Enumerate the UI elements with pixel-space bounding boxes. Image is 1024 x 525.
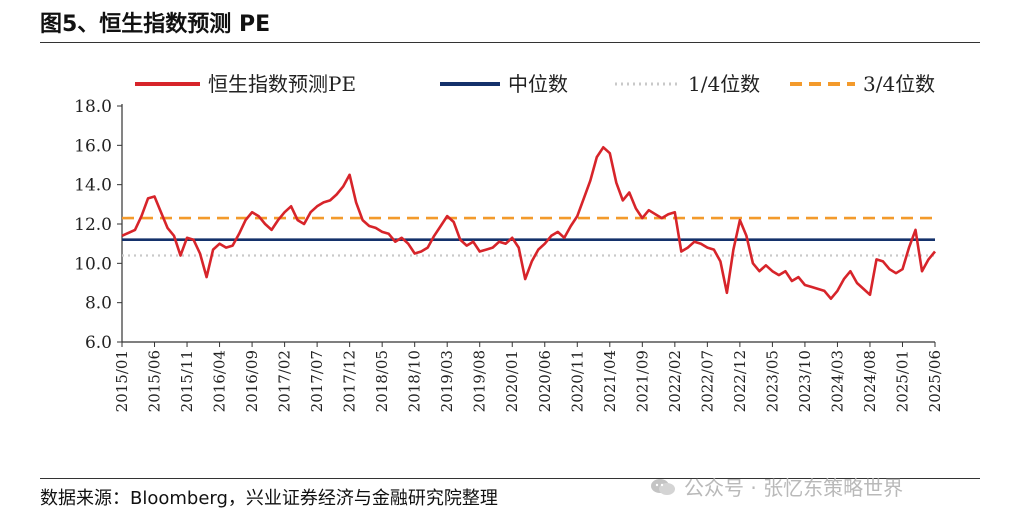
x-tick-label: 2024/03 bbox=[828, 350, 846, 412]
x-tick-label: 2019/08 bbox=[471, 350, 489, 412]
x-tick-label: 2023/10 bbox=[796, 350, 814, 412]
legend-label-q3: 3/4位数 bbox=[863, 72, 935, 96]
x-tick-label: 2021/04 bbox=[601, 350, 619, 412]
y-tick-label: 16.0 bbox=[74, 136, 112, 156]
figure-title: 图5、恒生指数预测 PE bbox=[40, 12, 271, 37]
x-tick-label: 2016/04 bbox=[211, 350, 229, 412]
x-tick-label: 2021/09 bbox=[633, 350, 651, 412]
bottom-rule bbox=[40, 478, 980, 479]
watermark: 公众号 · 张忆东策略世界 bbox=[650, 472, 903, 501]
y-tick-label: 14.0 bbox=[74, 176, 112, 196]
x-tick-label: 2015/01 bbox=[113, 350, 131, 412]
x-tick-label: 2017/02 bbox=[276, 350, 294, 412]
series-line-hsi-forward-pe bbox=[121, 146, 937, 301]
x-tick-label: 2020/06 bbox=[536, 350, 554, 412]
x-tick-label: 2022/12 bbox=[731, 350, 749, 412]
source-note: 数据来源：Bloomberg，兴业证券经济与金融研究院整理 bbox=[40, 488, 498, 509]
x-tick-label: 2022/02 bbox=[666, 350, 684, 412]
x-tick-label: 2017/12 bbox=[341, 350, 359, 412]
legend-label-median: 中位数 bbox=[508, 72, 568, 96]
legend: 恒生指数预测PE 中位数 1/4位数 3/4位数 bbox=[135, 72, 935, 96]
y-tick-label: 8.0 bbox=[85, 294, 112, 314]
reference-lines bbox=[122, 216, 935, 257]
x-tick-label: 2016/09 bbox=[243, 350, 261, 412]
y-tick-label: 12.0 bbox=[74, 215, 112, 235]
x-tick-label: 2015/11 bbox=[178, 350, 196, 412]
x-tick-label: 2018/05 bbox=[373, 350, 391, 412]
y-tick-label: 10.0 bbox=[74, 254, 112, 274]
x-tick-label: 2022/07 bbox=[698, 350, 716, 412]
series-layer bbox=[121, 146, 937, 301]
x-tick-label: 2024/08 bbox=[861, 350, 879, 412]
x-tick-label: 2023/05 bbox=[763, 350, 781, 412]
x-tick-label: 2018/10 bbox=[406, 350, 424, 412]
x-tick-label: 2025/01 bbox=[893, 350, 911, 412]
legend-label-q1: 1/4位数 bbox=[688, 72, 760, 96]
x-tick-label: 2020/11 bbox=[568, 350, 586, 412]
top-rule bbox=[40, 42, 980, 43]
x-tick-label: 2019/03 bbox=[438, 350, 456, 412]
axes: 6.0 8.0 10.0 12.0 14.0 16.0 18.0 2015/01 2015/06… bbox=[74, 97, 944, 412]
wechat-icon bbox=[651, 478, 675, 495]
x-tick-label: 2025/06 bbox=[926, 350, 944, 412]
x-tick-label: 2020/01 bbox=[503, 350, 521, 412]
watermark-text: 公众号 · 张忆东策略世界 bbox=[684, 476, 904, 500]
y-tick-label: 18.0 bbox=[74, 97, 112, 117]
y-tick-label: 6.0 bbox=[85, 333, 112, 353]
x-tick-label: 2017/07 bbox=[308, 350, 326, 412]
plot-area bbox=[122, 106, 935, 342]
legend-label-series: 恒生指数预测PE bbox=[208, 72, 356, 96]
x-tick-label: 2015/06 bbox=[146, 350, 164, 412]
